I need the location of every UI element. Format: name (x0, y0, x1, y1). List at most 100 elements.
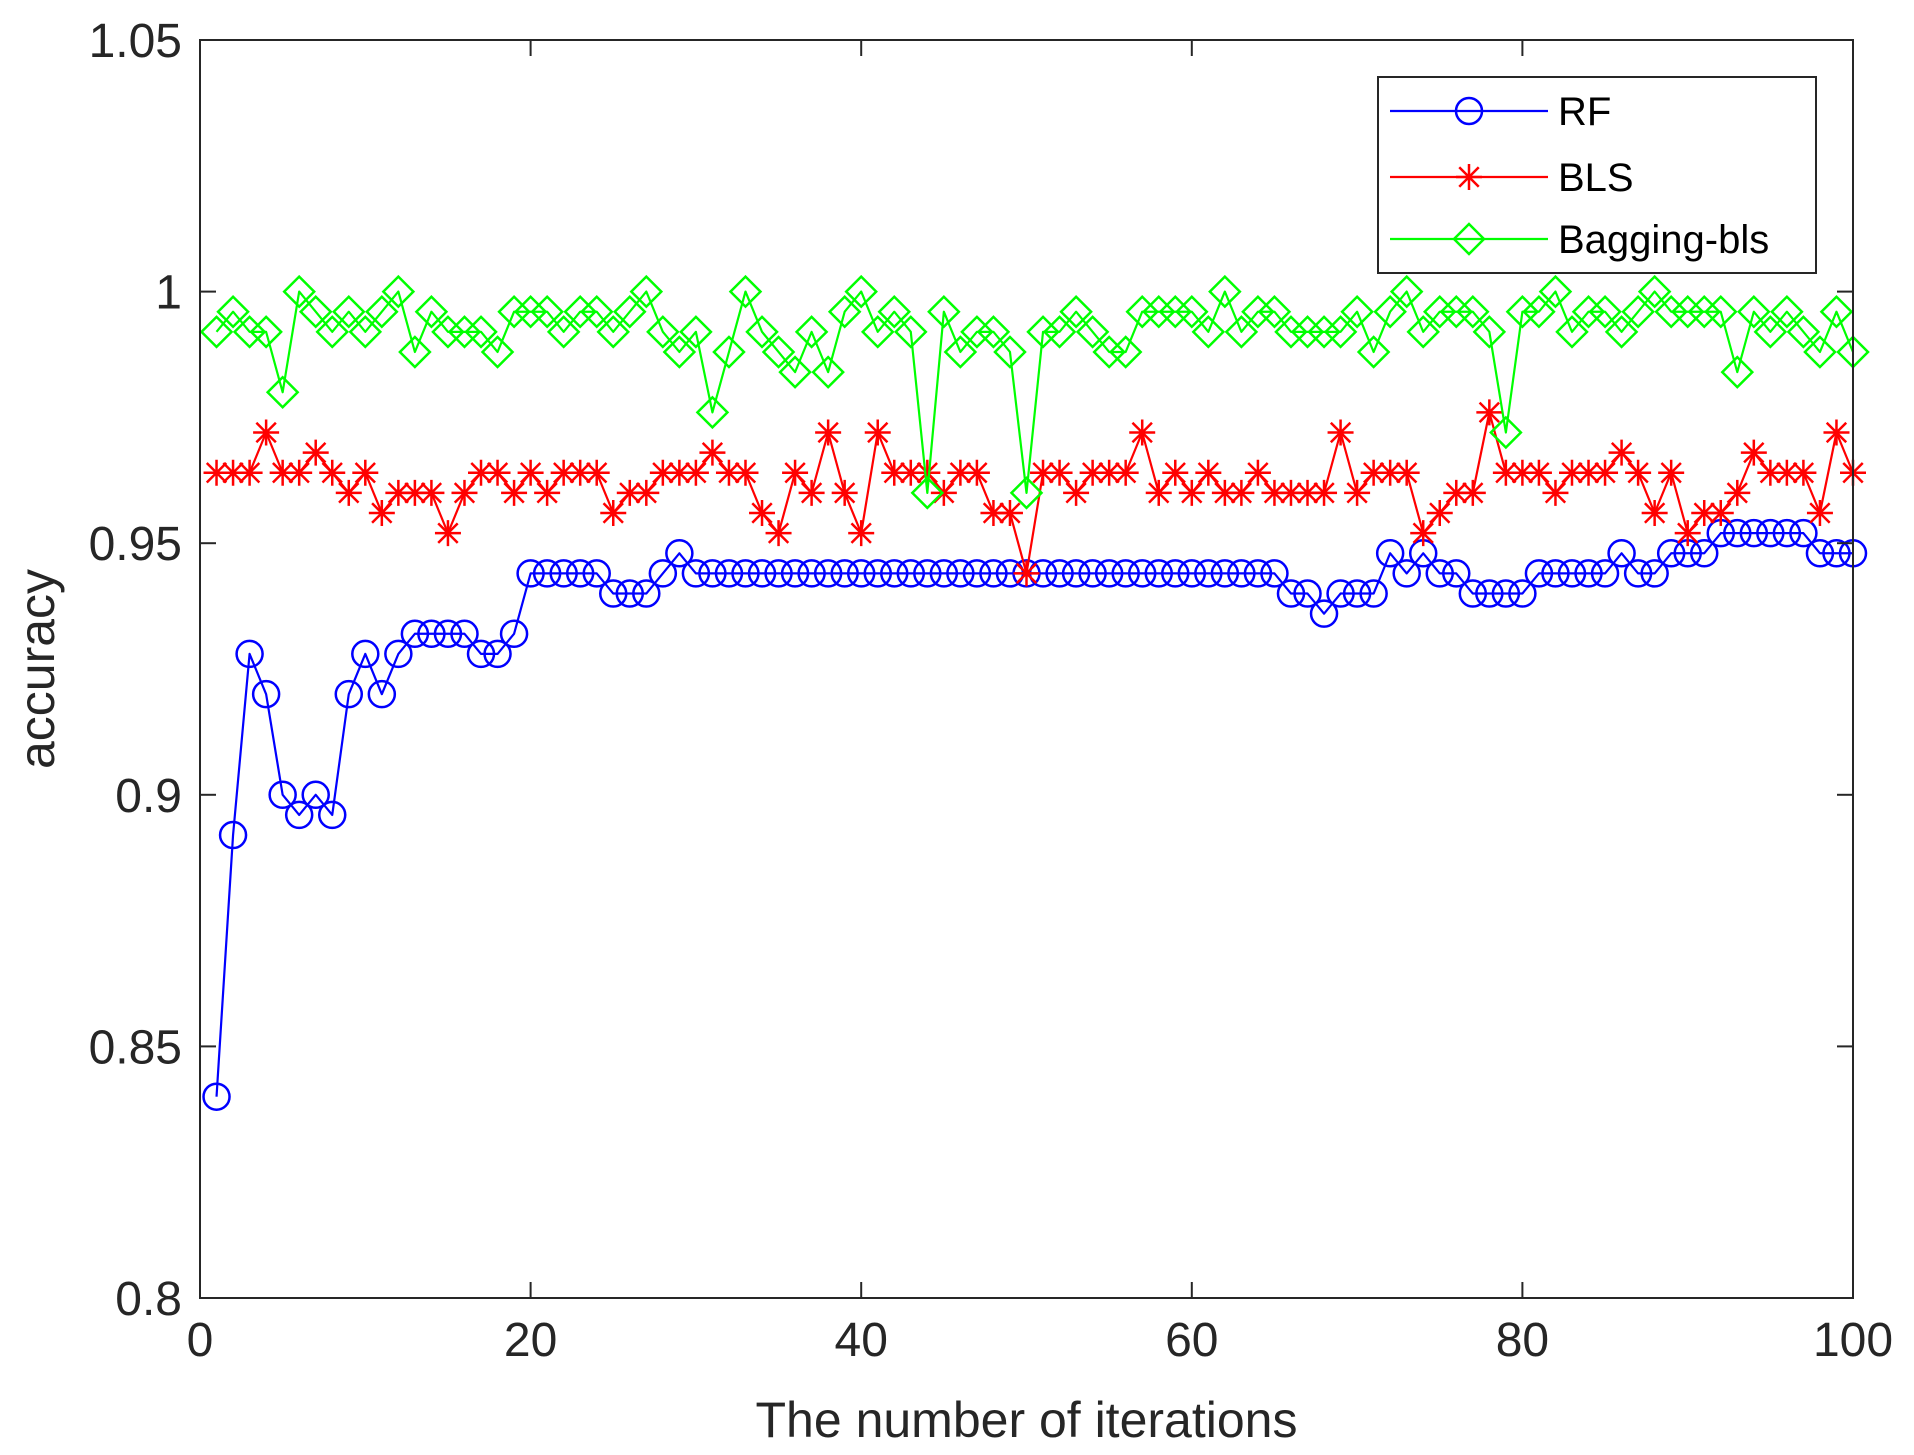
data-point-rf (880, 559, 909, 588)
data-point-rf (317, 800, 347, 830)
data-point-rf (780, 559, 810, 588)
data-point-bagging-bls (1687, 294, 1721, 329)
data-point-bagging-bls (811, 355, 845, 389)
data-point-bls (1641, 500, 1668, 527)
data-point-bagging-bls (1803, 335, 1837, 369)
data-point-rf (648, 559, 678, 588)
data-point-bagging-bls (298, 294, 333, 329)
data-point-bagging-bls (1406, 315, 1440, 349)
data-point-bls (1244, 459, 1271, 486)
data-point-bagging-bls (1472, 315, 1507, 349)
data-point-rf (747, 559, 777, 588)
data-point-bls (1211, 479, 1238, 506)
data-point-bls (1459, 479, 1486, 506)
data-point-bls (1013, 560, 1040, 587)
data-point-rf (351, 639, 380, 669)
data-point-bagging-bls (778, 355, 812, 389)
data-point-rf (1045, 559, 1074, 588)
data-point-bagging-bls (976, 315, 1011, 349)
data-point-bls (1674, 520, 1701, 547)
data-point-bagging-bls (1389, 274, 1424, 309)
data-point-bls (203, 459, 230, 486)
data-point-bls (715, 459, 742, 486)
data-point-bagging-bls (1588, 294, 1622, 329)
data-point-rf (731, 559, 760, 588)
data-point-bagging-bls (596, 315, 631, 349)
data-point-bagging-bls (695, 395, 730, 430)
data-point-bls (236, 459, 263, 486)
data-point-rf (962, 559, 992, 588)
data-point-bls (385, 479, 412, 506)
data-point-rf (1805, 539, 1835, 568)
data-point-bls (451, 479, 478, 506)
data-point-bls (401, 479, 428, 506)
data-point-rf (1739, 518, 1769, 548)
data-point-bagging-bls (216, 294, 250, 329)
x-tick-label: 40 (835, 1314, 888, 1367)
legend-marker-bls (1456, 164, 1482, 190)
data-point-bls (1030, 459, 1057, 486)
data-point-bls (418, 479, 445, 506)
data-point-rf (1607, 539, 1636, 568)
legend-entries: RF BLS Bagging-bls (1390, 90, 1769, 262)
data-point-bagging-bls (1637, 274, 1672, 309)
data-point-bls (732, 459, 759, 486)
data-point-bagging-bls (1522, 294, 1556, 329)
data-point-rf (1689, 539, 1719, 568)
data-point-rf (532, 559, 562, 588)
data-point-bls (534, 479, 561, 506)
data-point-bagging-bls (646, 315, 680, 349)
data-point-bagging-bls (761, 335, 796, 369)
data-point-bls (1178, 479, 1205, 506)
data-point-rf (251, 679, 281, 709)
data-point-bls (1195, 459, 1222, 486)
data-point-bagging-bls (1092, 335, 1126, 369)
data-point-bls (963, 459, 990, 486)
data-point-rf (979, 559, 1008, 588)
data-point-rf (582, 559, 611, 588)
data-point-bls (1492, 459, 1519, 486)
data-point-rf (1359, 579, 1388, 608)
legend-marker-bagging-bls (1452, 222, 1486, 256)
data-point-bls (1509, 459, 1536, 486)
data-point-bls (864, 419, 891, 446)
data-point-bls (517, 459, 544, 486)
data-point-bls (699, 439, 726, 466)
data-point-bagging-bls (579, 294, 614, 329)
data-point-rf (1623, 559, 1653, 588)
data-point-bls (633, 479, 660, 506)
data-point-bagging-bls (960, 315, 994, 349)
plot-area-frame (199, 39, 1854, 1299)
data-point-bagging-bls (894, 315, 928, 349)
series-rf (202, 518, 1868, 1111)
data-point-rf (1772, 518, 1802, 548)
data-point-bagging-bls (1175, 294, 1209, 329)
data-point-rf (384, 639, 413, 669)
data-point-bagging-bls (447, 315, 482, 349)
data-point-rf (1127, 559, 1157, 588)
data-point-bls (1773, 459, 1800, 486)
data-point-rf (1442, 559, 1471, 588)
data-point-rf (665, 539, 694, 568)
data-point-bls (782, 459, 809, 486)
data-point-bagging-bls (1439, 294, 1474, 329)
data-point-rf (202, 1082, 231, 1111)
data-point-rf (1326, 579, 1355, 608)
data-point-rf (466, 639, 496, 669)
series-bagging-bls (199, 274, 1870, 510)
data-point-bls (947, 459, 974, 486)
x-tick-label: 60 (1165, 1314, 1218, 1367)
data-point-bls (1079, 459, 1106, 486)
data-point-bagging-bls (927, 294, 961, 329)
x-tick-label: 80 (1496, 1314, 1549, 1367)
data-point-bls (286, 459, 313, 486)
data-point-bls (600, 500, 627, 527)
data-point-bagging-bls (1555, 315, 1589, 349)
data-point-bagging-bls (480, 335, 515, 369)
data-point-bls (649, 459, 676, 486)
data-point-bagging-bls (1340, 294, 1374, 329)
data-point-rf (284, 800, 314, 830)
legend-label-bls: BLS (1558, 156, 1634, 200)
data-point-bls (1542, 479, 1569, 506)
data-point-rf (1210, 559, 1240, 588)
